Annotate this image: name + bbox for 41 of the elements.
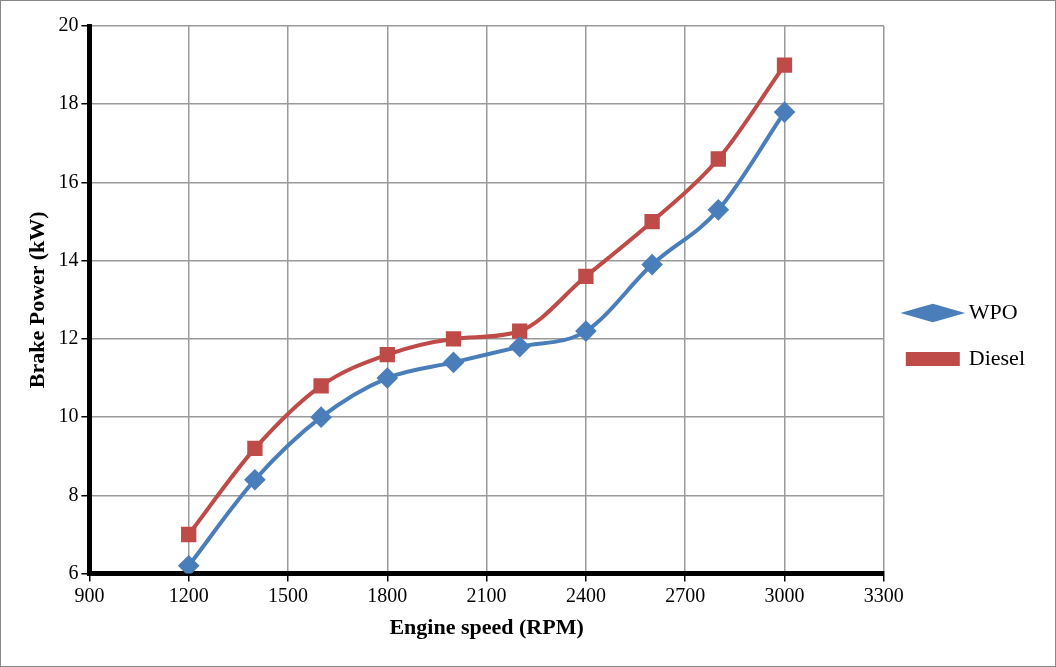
point bbox=[379, 346, 395, 363]
legend-label: WPO bbox=[968, 298, 1018, 324]
x-tick-label: 1800 bbox=[367, 583, 408, 606]
point bbox=[509, 336, 530, 357]
point bbox=[644, 213, 660, 230]
y-tick-label: 12 bbox=[58, 326, 79, 349]
legend-label: Diesel bbox=[968, 344, 1025, 370]
y-tick-label: 10 bbox=[58, 404, 79, 427]
x-tick-label: 1200 bbox=[168, 583, 209, 606]
point bbox=[774, 102, 795, 123]
y-tick-label: 6 bbox=[68, 560, 79, 583]
point bbox=[443, 352, 464, 373]
x-axis-title: Engine speed (RPM) bbox=[389, 614, 584, 640]
y-tick-label: 20 bbox=[58, 13, 79, 36]
x-tick-label: 900 bbox=[74, 583, 105, 606]
x-tick-label: 3300 bbox=[863, 583, 904, 606]
point bbox=[512, 323, 528, 339]
point bbox=[776, 57, 793, 73]
point bbox=[642, 254, 663, 275]
point bbox=[575, 321, 596, 342]
y-axis-title: Brake Power (kW) bbox=[23, 211, 49, 389]
point bbox=[708, 199, 729, 220]
point bbox=[710, 151, 726, 167]
x-tick-label: 3000 bbox=[764, 583, 805, 606]
x-tick-label: 2700 bbox=[665, 583, 706, 606]
x-tick-label: 2400 bbox=[565, 583, 606, 606]
point bbox=[445, 331, 462, 347]
y-tick-label: 14 bbox=[58, 247, 79, 270]
point bbox=[181, 526, 197, 543]
point bbox=[311, 407, 332, 428]
point bbox=[377, 368, 398, 389]
x-tick-label: 2100 bbox=[466, 583, 507, 606]
point bbox=[247, 440, 263, 457]
y-tick-label: 16 bbox=[58, 169, 79, 192]
point bbox=[578, 268, 594, 284]
point bbox=[313, 378, 329, 394]
y-tick-label: 8 bbox=[68, 482, 79, 505]
x-tick-label: 1500 bbox=[268, 583, 308, 606]
point bbox=[244, 469, 265, 490]
point bbox=[178, 555, 199, 574]
y-tick-label: 18 bbox=[58, 91, 79, 114]
